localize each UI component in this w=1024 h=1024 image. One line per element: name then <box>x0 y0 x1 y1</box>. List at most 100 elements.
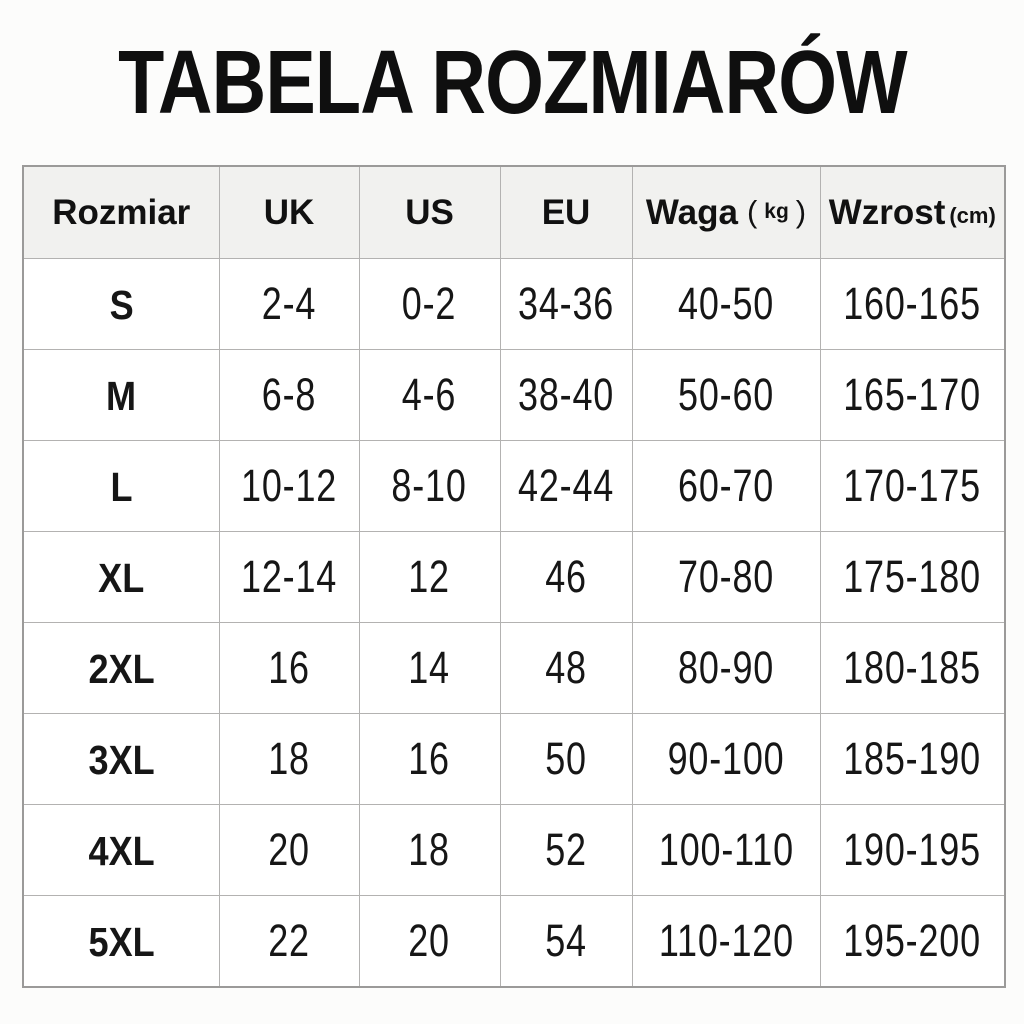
table-row: 4XL 20 18 52 100-110 190-195 <box>22 804 1006 896</box>
waga-value-cell: 90-100 <box>631 713 821 805</box>
wzrost-value: 180-185 <box>843 642 982 693</box>
eu-value-cell: 38-40 <box>499 349 633 441</box>
title-container: TABELA ROZMIARÓW <box>0 38 1024 128</box>
us-value-cell: 14 <box>358 622 501 714</box>
table-row: 2XL 16 14 48 80-90 180-185 <box>22 622 1006 714</box>
eu-value: 46 <box>545 551 587 602</box>
us-value-cell: 20 <box>358 895 501 988</box>
wzrost-value: 170-175 <box>843 460 982 511</box>
waga-value-cell: 50-60 <box>631 349 821 441</box>
wzrost-value: 160-165 <box>843 278 982 329</box>
uk-value-cell: 16 <box>218 622 360 714</box>
uk-value-cell: 12-14 <box>218 531 360 623</box>
size-cell: XL <box>22 531 220 623</box>
size-label: S <box>109 282 134 328</box>
page-title: TABELA ROZMIARÓW <box>117 33 907 133</box>
wzrost-value-cell: 190-195 <box>819 804 1006 896</box>
us-value-cell: 18 <box>358 804 501 896</box>
eu-value-cell: 52 <box>499 804 633 896</box>
wzrost-value-cell: 170-175 <box>819 440 1006 532</box>
column-header-us: US <box>358 165 501 259</box>
eu-value: 54 <box>545 915 587 966</box>
waga-value-cell: 40-50 <box>631 258 821 350</box>
table-row: XL 12-14 12 46 70-80 175-180 <box>22 531 1006 623</box>
uk-value: 22 <box>268 915 310 966</box>
us-value-cell: 12 <box>358 531 501 623</box>
us-value: 16 <box>408 733 451 784</box>
waga-value-cell: 80-90 <box>631 622 821 714</box>
waga-value-cell: 110-120 <box>631 895 821 988</box>
waga-value: 80-90 <box>677 642 775 693</box>
wzrost-value: 190-195 <box>843 824 982 875</box>
wzrost-value-cell: 180-185 <box>819 622 1006 714</box>
size-cell: L <box>22 440 220 532</box>
header-row: Rozmiar UK US EU Waga(kg) Wzrost (cm) <box>22 165 1006 259</box>
uk-value: 18 <box>268 733 310 784</box>
eu-value: 52 <box>545 824 587 875</box>
size-cell: M <box>22 349 220 441</box>
table-row: M 6-8 4-6 38-40 50-60 165-170 <box>22 349 1006 441</box>
size-label: 4XL <box>88 828 155 874</box>
us-value: 14 <box>408 642 451 693</box>
eu-value-cell: 42-44 <box>499 440 633 532</box>
wzrost-value: 195-200 <box>843 915 982 966</box>
us-value: 20 <box>408 915 451 966</box>
waga-value: 110-120 <box>658 915 794 966</box>
uk-value-cell: 10-12 <box>218 440 360 532</box>
wzrost-value-cell: 165-170 <box>819 349 1006 441</box>
uk-value-cell: 20 <box>218 804 360 896</box>
uk-value-cell: 6-8 <box>218 349 360 441</box>
table-row: L 10-12 8-10 42-44 60-70 170-175 <box>22 440 1006 532</box>
uk-value-cell: 22 <box>218 895 360 988</box>
uk-value: 10-12 <box>240 460 338 511</box>
table-row: 3XL 18 16 50 90-100 185-190 <box>22 713 1006 805</box>
us-value: 0-2 <box>402 278 457 329</box>
wzrost-value: 165-170 <box>843 369 982 420</box>
uk-value: 6-8 <box>261 369 317 420</box>
uk-value: 16 <box>268 642 310 693</box>
us-value-cell: 0-2 <box>358 258 501 350</box>
us-value: 8-10 <box>391 460 468 511</box>
size-cell: 5XL <box>22 895 220 988</box>
waga-value-cell: 70-80 <box>631 531 821 623</box>
eu-value-cell: 50 <box>499 713 633 805</box>
eu-value-cell: 48 <box>499 622 633 714</box>
waga-value: 100-110 <box>658 824 794 875</box>
eu-value: 38-40 <box>517 369 615 420</box>
eu-value-cell: 46 <box>499 531 633 623</box>
column-header-eu: EU <box>499 165 633 259</box>
uk-value-cell: 2-4 <box>218 258 360 350</box>
size-table-body: S 2-4 0-2 34-36 40-50 160-165 M 6-8 4-6 38-40 50-6… <box>22 258 1006 988</box>
table-row: S 2-4 0-2 34-36 40-50 160-165 <box>22 258 1006 350</box>
eu-value: 48 <box>545 642 587 693</box>
size-label: 2XL <box>88 646 155 692</box>
us-value-cell: 16 <box>358 713 501 805</box>
waga-value-cell: 60-70 <box>631 440 821 532</box>
waga-value: 40-50 <box>677 278 775 329</box>
column-header-us-label: US <box>405 192 454 232</box>
eu-value-cell: 34-36 <box>499 258 633 350</box>
eu-value: 42-44 <box>517 460 615 511</box>
size-label: M <box>106 373 137 419</box>
column-header-size: Rozmiar <box>22 165 220 259</box>
column-header-waga: Waga(kg) <box>631 165 821 259</box>
wzrost-value: 175-180 <box>843 551 982 602</box>
waga-value: 70-80 <box>677 551 775 602</box>
size-label: 5XL <box>88 919 155 965</box>
table-row: 5XL 22 20 54 110-120 195-200 <box>22 895 1006 988</box>
waga-unit-paren-open: ( <box>746 193 758 229</box>
column-header-size-label: Rozmiar <box>52 192 191 232</box>
eu-value: 50 <box>545 733 587 784</box>
column-header-uk-label: UK <box>263 192 315 232</box>
column-header-wzrost-label: Wzrost <box>828 192 946 232</box>
size-label: XL <box>98 555 145 601</box>
waga-unit-label: kg <box>764 199 789 223</box>
column-header-eu-label: EU <box>541 192 591 232</box>
uk-value: 20 <box>268 824 310 875</box>
uk-value: 12-14 <box>240 551 338 602</box>
uk-value: 2-4 <box>261 278 317 329</box>
wzrost-value-cell: 185-190 <box>819 713 1006 805</box>
size-table-header: Rozmiar UK US EU Waga(kg) Wzrost (cm) <box>22 165 1006 259</box>
waga-value-cell: 100-110 <box>631 804 821 896</box>
